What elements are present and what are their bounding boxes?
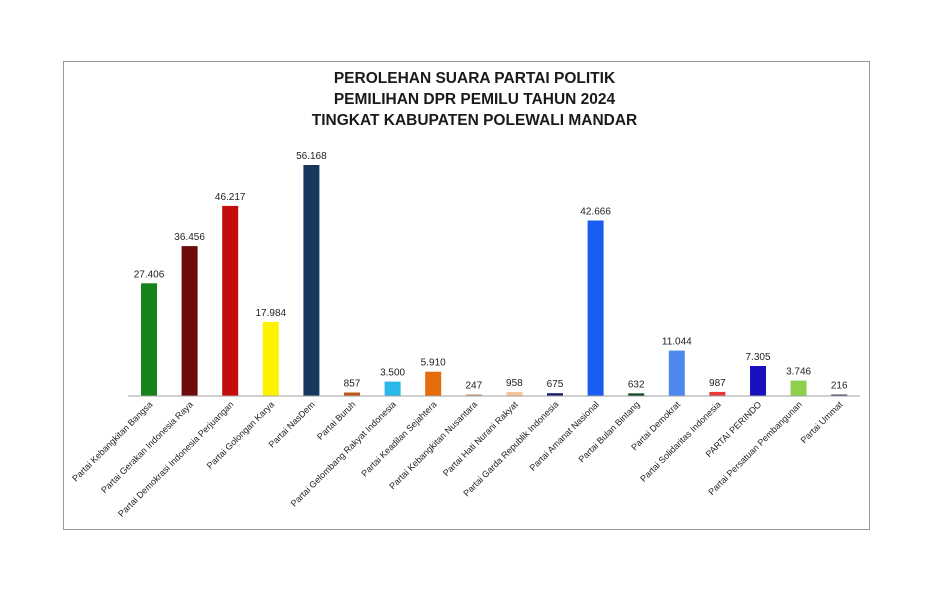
data-label: 987 [709, 378, 726, 389]
bar [628, 393, 645, 396]
data-label: 675 [547, 379, 564, 390]
category-label: Partai Amanat Nasional [527, 399, 601, 473]
bar [222, 205, 239, 396]
data-label: 857 [344, 379, 361, 390]
data-label: 216 [831, 381, 848, 392]
bar [344, 392, 360, 396]
bar [303, 165, 320, 396]
category-label: Partai Keadilan Sejahtera [359, 399, 438, 478]
bar [668, 350, 685, 396]
category-label: Partai Golongan Karya [205, 399, 276, 470]
data-label: 11.044 [662, 337, 692, 348]
bar [750, 366, 766, 396]
bars-group [141, 165, 848, 396]
bar [547, 393, 563, 396]
data-label: 36.456 [174, 232, 205, 243]
data-label: 632 [628, 379, 645, 390]
bar [465, 394, 482, 396]
bar [384, 381, 401, 396]
data-label: 247 [465, 381, 482, 392]
data-label: 42.666 [580, 207, 611, 218]
category-label: Partai Solidaritas Indonesia [638, 399, 723, 484]
chart-title-line-2: PEMILIHAN DPR PEMILU TAHUN 2024 [333, 91, 616, 108]
chart-title: PEROLEHAN SUARA PARTAI POLITIK PEMILIHAN… [0, 68, 949, 131]
bar [831, 394, 848, 396]
chart-title-line-1: PEROLEHAN SUARA PARTAI POLITIK [333, 70, 616, 87]
data-label: 7.305 [745, 352, 770, 363]
bar [262, 322, 279, 396]
bar [425, 371, 442, 396]
data-label: 56.168 [296, 151, 327, 162]
data-label: 5.910 [421, 358, 446, 369]
category-label: Partai Buruh [315, 399, 357, 441]
value-labels-group: 27.406 36.456 46.217 17.984 56.168 857 3.500 5.… [134, 151, 848, 392]
data-label: 46.217 [215, 192, 246, 203]
bar [709, 391, 726, 396]
bar [506, 392, 523, 396]
data-label: 27.406 [134, 269, 165, 280]
category-label: Partai Kebangkitan Bangsa [70, 399, 154, 483]
bar [141, 283, 157, 396]
data-label: 958 [506, 378, 523, 389]
chart-title-line-3: TINGKAT KABUPATEN POLEWALI MANDAR [311, 112, 638, 129]
bar [790, 380, 807, 396]
data-label: 3.746 [786, 367, 811, 378]
bar [181, 246, 198, 396]
category-label: Partai Ummat [799, 399, 845, 445]
category-label: Partai Hati Nurani Rakyat [441, 399, 520, 478]
data-label: 17.984 [256, 308, 287, 319]
bar [587, 220, 604, 396]
data-label: 3.500 [380, 368, 405, 379]
